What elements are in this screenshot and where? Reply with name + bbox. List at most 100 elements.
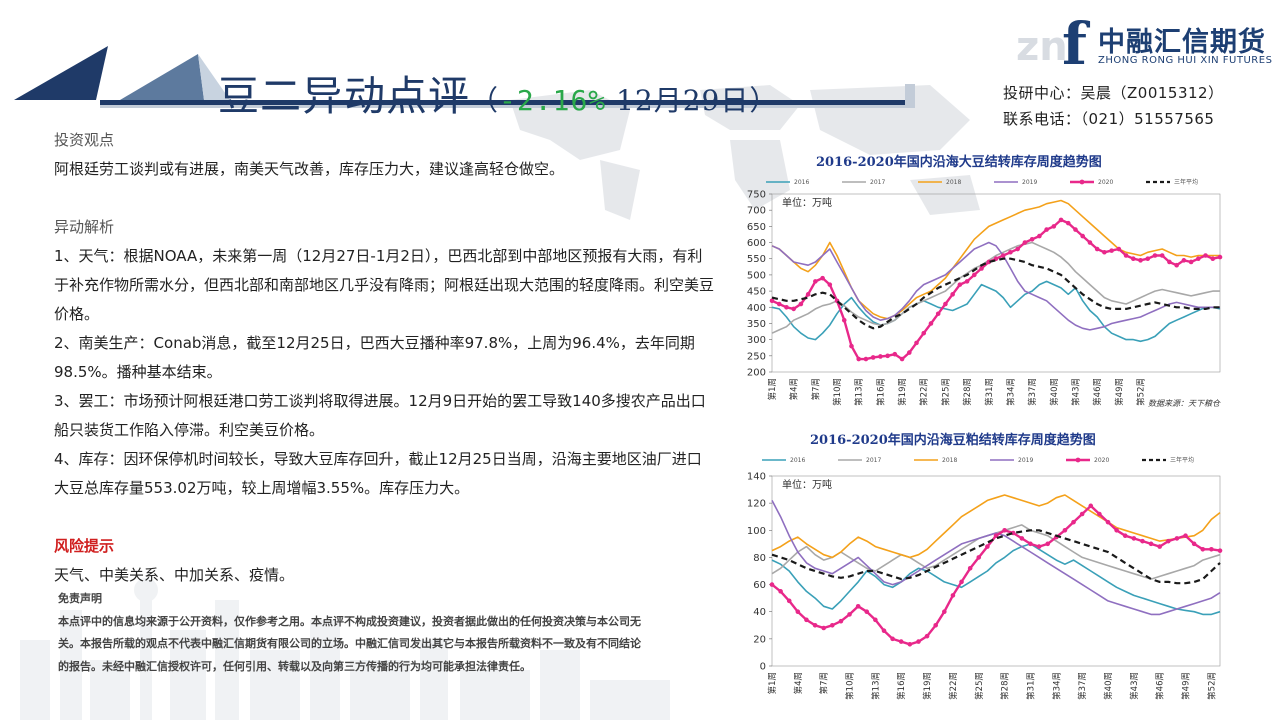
x-tick-label: 第16周 (896, 672, 907, 700)
series-point (1196, 256, 1201, 262)
x-tick-label: 第19周 (897, 378, 908, 406)
series-point (821, 625, 826, 631)
series-point (933, 622, 938, 628)
series-point (805, 292, 811, 297)
title-main: 豆二异动点评 (218, 72, 470, 120)
series-point (964, 279, 970, 284)
logo-f-icon: f (1062, 12, 1091, 72)
series-point (1037, 233, 1042, 239)
series-point (906, 350, 912, 355)
y-tick-label: 650 (747, 222, 766, 233)
x-tick-label: 第4周 (789, 378, 800, 400)
series-point (784, 304, 789, 310)
series-point (935, 311, 941, 317)
series-line (771, 504, 1221, 646)
series-point (1002, 527, 1007, 533)
x-tick-label: 第22周 (919, 378, 930, 406)
series-point (813, 279, 818, 284)
series-point (830, 622, 835, 628)
legend-marker (1075, 457, 1081, 463)
series-point (985, 544, 990, 549)
y-tick-label: 750 (747, 190, 766, 201)
series-point (855, 603, 861, 609)
y-tick-label: 140 (747, 472, 766, 483)
legend-label: 2019 (1018, 457, 1033, 464)
y-tick-label: 0 (760, 662, 766, 673)
series-point (1210, 256, 1216, 262)
series-point (1087, 240, 1093, 245)
title-date: 12月29日 (606, 84, 750, 117)
risk-heading: 风险提示 (54, 537, 115, 555)
series-point (1217, 254, 1223, 260)
x-tick-label: 第46周 (1092, 378, 1103, 406)
series-line (771, 543, 1221, 616)
x-tick-label: 第13周 (870, 672, 881, 700)
x-tick-label: 第25周 (940, 378, 951, 406)
legend-label: 2020 (1094, 457, 1109, 464)
series-point (1051, 224, 1057, 229)
series-point (914, 340, 919, 346)
series-point (1015, 246, 1020, 252)
series-point (1181, 258, 1187, 263)
brand-name-cn: 中融汇信期货 (1098, 27, 1266, 58)
series-point (1191, 541, 1197, 547)
series-line (771, 241, 1220, 331)
x-tick-label: 第49周 (1181, 672, 1192, 700)
brand-name-en: ZHONG RONG HUI XIN FUTURES (1098, 55, 1273, 66)
x-tick-label: 第16周 (875, 378, 886, 406)
series-point (795, 609, 801, 615)
series-point (1109, 248, 1114, 253)
series-point (878, 354, 883, 359)
series-point (838, 618, 844, 624)
series-point (899, 356, 905, 362)
series-point (1028, 541, 1033, 547)
y-tick-label: 550 (747, 254, 766, 265)
series-point (786, 598, 792, 604)
series-point (1183, 533, 1188, 539)
series-point (1045, 541, 1050, 547)
x-tick-label: 第52周 (1136, 378, 1147, 406)
series-point (1140, 538, 1145, 544)
series-line (771, 199, 1220, 320)
series-point (993, 533, 999, 539)
city-skyline-background (20, 578, 670, 720)
x-tick-label: 第7周 (819, 672, 830, 694)
series-point (1188, 259, 1194, 265)
series-line (771, 500, 1221, 616)
series-point (1079, 511, 1085, 517)
series-point (873, 617, 878, 623)
series-point (967, 565, 973, 571)
legend-label: 三年平均 (1174, 178, 1198, 186)
x-tick-label: 第37周 (1077, 672, 1088, 700)
series-point (1008, 249, 1013, 255)
series-point (1036, 544, 1042, 549)
x-tick-label: 第13周 (854, 378, 865, 406)
series-point (928, 321, 934, 326)
series-point (1088, 503, 1094, 509)
series-point (1138, 258, 1143, 263)
series-point (1123, 253, 1129, 258)
series-point (1019, 536, 1025, 541)
x-tick-label: 第31周 (1025, 672, 1036, 700)
series-point (1203, 253, 1208, 258)
series-point (778, 589, 783, 594)
unit-label: 单位：万吨 (782, 196, 832, 209)
legend-label: 2019 (1022, 179, 1037, 186)
y-tick-label: 120 (747, 499, 766, 510)
chart-title: 2016-2020年国内沿海豆粕结转库存周度趋势图 (810, 432, 1096, 448)
series-point (769, 582, 775, 587)
legend-marker (1079, 179, 1085, 185)
x-tick-label: 第46周 (1155, 672, 1166, 700)
series-line (771, 280, 1221, 343)
brand-logo: zn f (1016, 12, 1091, 72)
series-point (1217, 548, 1223, 553)
unit-label: 单位：万吨 (782, 478, 832, 491)
series-point (1097, 511, 1102, 517)
series-point (863, 356, 869, 362)
series-point (1022, 240, 1028, 245)
series-point (972, 272, 977, 278)
series-point (1073, 227, 1078, 232)
x-tick-label: 第4周 (793, 672, 804, 694)
x-tick-label: 第43周 (1129, 672, 1140, 700)
